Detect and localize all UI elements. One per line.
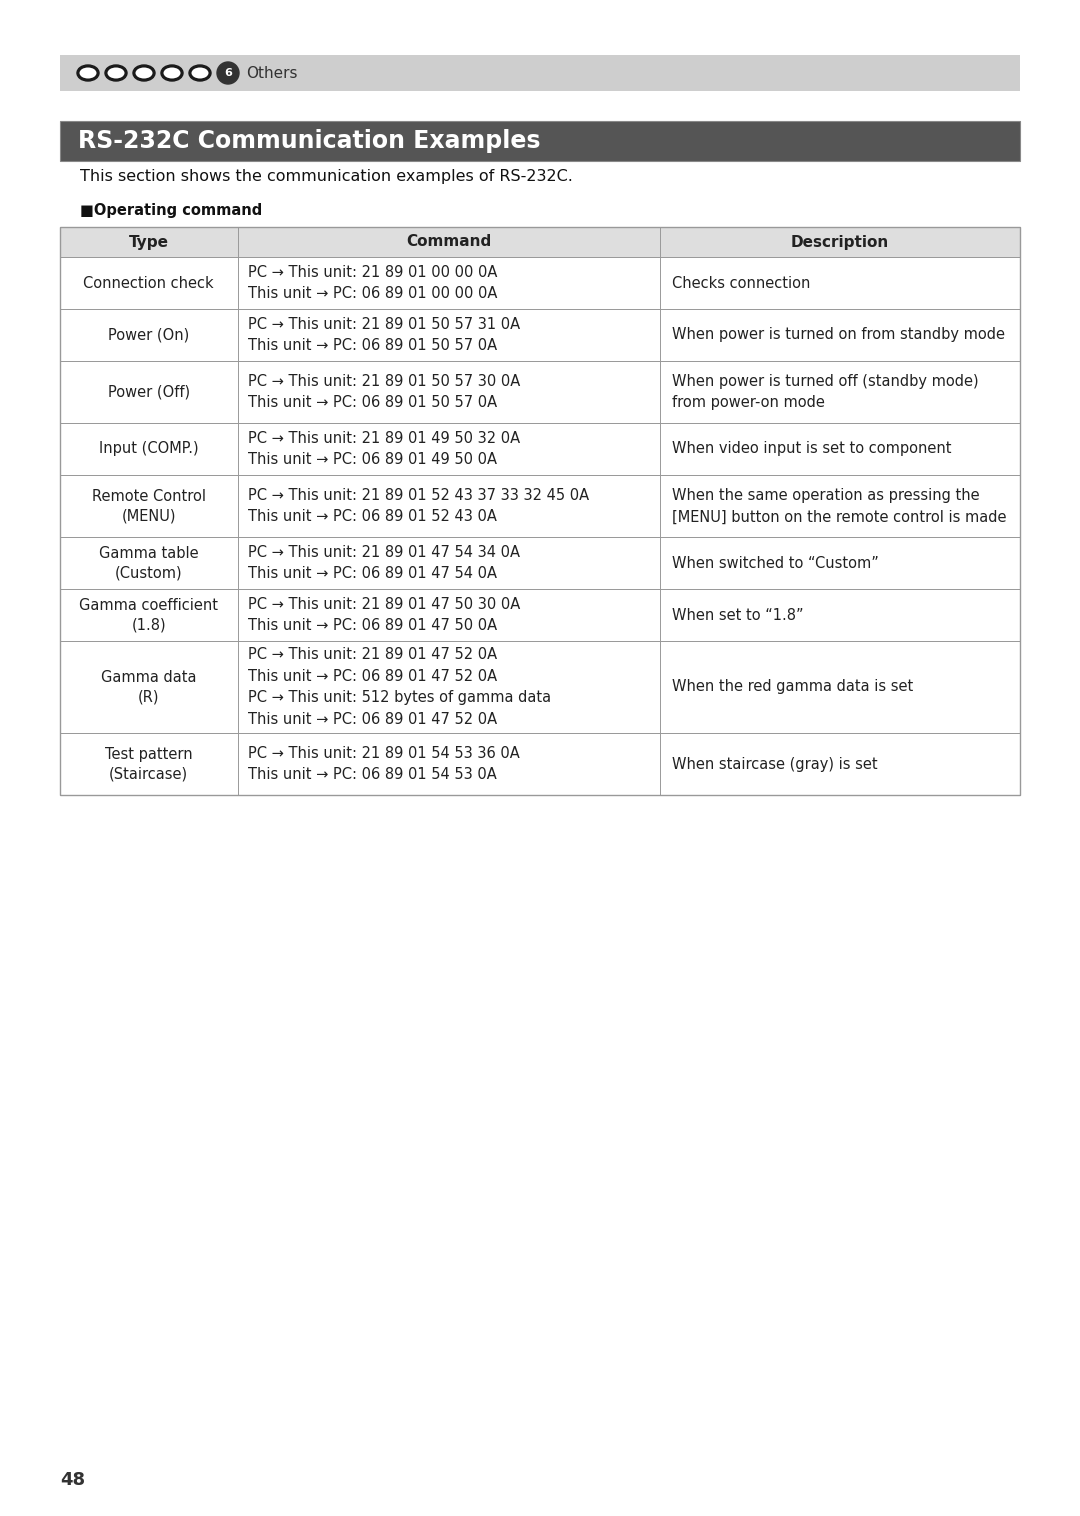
Text: When set to “1.8”: When set to “1.8” — [672, 608, 804, 623]
Bar — [60, 590, 1020, 641]
Text: When the red gamma data is set: When the red gamma data is set — [672, 679, 914, 694]
Text: When switched to “Custom”: When switched to “Custom” — [672, 555, 879, 570]
Bar — [60, 361, 1020, 423]
Text: Input (COMP.): Input (COMP.) — [99, 441, 199, 456]
Text: Description: Description — [791, 235, 889, 250]
Bar — [60, 475, 1020, 537]
Text: PC → This unit: 21 89 01 00 00 0A
This unit → PC: 06 89 01 00 00 0A: PC → This unit: 21 89 01 00 00 0A This u… — [247, 265, 497, 302]
Bar — [60, 258, 1020, 309]
Text: Checks connection: Checks connection — [672, 276, 810, 291]
Text: Gamma coefficient
(1.8): Gamma coefficient (1.8) — [79, 597, 218, 632]
Bar — [60, 227, 1020, 794]
Bar — [60, 423, 1020, 475]
Ellipse shape — [163, 68, 180, 79]
Text: When power is turned off (standby mode)
from power-on mode: When power is turned off (standby mode) … — [672, 374, 978, 411]
Ellipse shape — [105, 65, 127, 80]
Ellipse shape — [108, 68, 124, 79]
Ellipse shape — [135, 68, 152, 79]
Ellipse shape — [80, 68, 96, 79]
Text: When video input is set to component: When video input is set to component — [672, 441, 951, 456]
Text: PC → This unit: 21 89 01 54 53 36 0A
This unit → PC: 06 89 01 54 53 0A: PC → This unit: 21 89 01 54 53 36 0A Thi… — [247, 746, 519, 782]
Text: Power (Off): Power (Off) — [108, 385, 190, 400]
Text: PC → This unit: 21 89 01 47 50 30 0A
This unit → PC: 06 89 01 47 50 0A: PC → This unit: 21 89 01 47 50 30 0A Thi… — [247, 597, 519, 634]
Circle shape — [217, 62, 239, 83]
Text: PC → This unit: 21 89 01 49 50 32 0A
This unit → PC: 06 89 01 49 50 0A: PC → This unit: 21 89 01 49 50 32 0A Thi… — [247, 431, 519, 467]
Bar — [60, 55, 1020, 91]
Ellipse shape — [77, 65, 99, 80]
Text: Others: Others — [246, 65, 297, 80]
Text: Remote Control
(MENU): Remote Control (MENU) — [92, 488, 206, 523]
Text: Connection check: Connection check — [83, 276, 214, 291]
Text: When the same operation as pressing the
[MENU] button on the remote control is m: When the same operation as pressing the … — [672, 488, 1007, 525]
Ellipse shape — [133, 65, 156, 80]
Text: PC → This unit: 21 89 01 47 52 0A
This unit → PC: 06 89 01 47 52 0A
PC → This un: PC → This unit: 21 89 01 47 52 0A This u… — [247, 647, 551, 726]
Text: This section shows the communication examples of RS-232C.: This section shows the communication exa… — [80, 168, 572, 183]
Ellipse shape — [189, 65, 211, 80]
Bar — [60, 227, 1020, 258]
Text: Test pattern
(Staircase): Test pattern (Staircase) — [105, 746, 192, 781]
Text: Gamma data
(R): Gamma data (R) — [102, 670, 197, 705]
Bar — [60, 537, 1020, 590]
Bar — [60, 734, 1020, 794]
Ellipse shape — [191, 68, 208, 79]
Text: When staircase (gray) is set: When staircase (gray) is set — [672, 756, 878, 772]
Text: When power is turned on from standby mode: When power is turned on from standby mod… — [672, 327, 1005, 343]
Text: PC → This unit: 21 89 01 52 43 37 33 32 45 0A
This unit → PC: 06 89 01 52 43 0A: PC → This unit: 21 89 01 52 43 37 33 32 … — [247, 488, 589, 525]
Ellipse shape — [161, 65, 183, 80]
Text: PC → This unit: 21 89 01 50 57 30 0A
This unit → PC: 06 89 01 50 57 0A: PC → This unit: 21 89 01 50 57 30 0A Thi… — [247, 374, 519, 411]
Text: PC → This unit: 21 89 01 50 57 31 0A
This unit → PC: 06 89 01 50 57 0A: PC → This unit: 21 89 01 50 57 31 0A Thi… — [247, 317, 519, 353]
Text: 48: 48 — [60, 1471, 85, 1489]
Bar — [60, 641, 1020, 734]
Text: ■Operating command: ■Operating command — [80, 203, 262, 218]
Text: Type: Type — [129, 235, 168, 250]
Text: Command: Command — [406, 235, 491, 250]
Bar — [60, 309, 1020, 361]
Text: 6: 6 — [224, 68, 232, 77]
Text: Gamma table
(Custom): Gamma table (Custom) — [99, 546, 199, 581]
Bar — [60, 121, 1020, 161]
Text: Power (On): Power (On) — [108, 327, 189, 343]
Text: PC → This unit: 21 89 01 47 54 34 0A
This unit → PC: 06 89 01 47 54 0A: PC → This unit: 21 89 01 47 54 34 0A Thi… — [247, 544, 519, 581]
Text: RS-232C Communication Examples: RS-232C Communication Examples — [78, 129, 540, 153]
